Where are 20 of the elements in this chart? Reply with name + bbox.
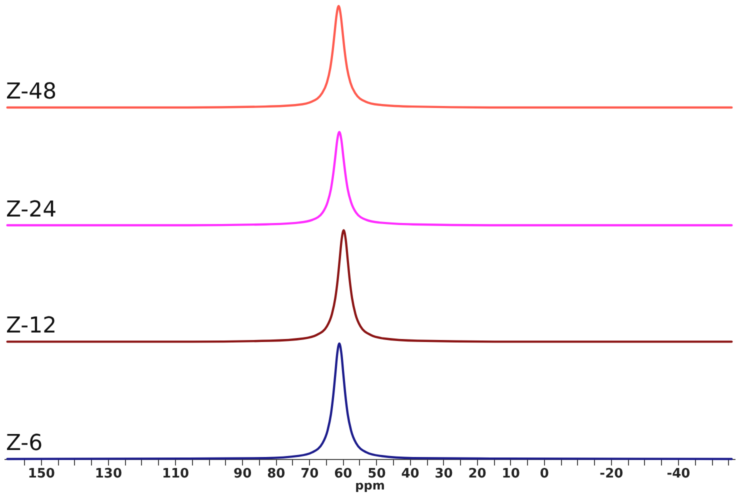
series-label: Z-12 [6, 314, 57, 339]
x-tick-label: 80 [267, 466, 286, 482]
x-tick-label: 40 [401, 466, 420, 482]
x-tick-label: 70 [300, 466, 319, 482]
x-tick-label: 130 [94, 466, 122, 482]
x-tick-label: 50 [368, 466, 386, 482]
x-tick-label: 150 [28, 466, 55, 482]
series-label: Z-24 [6, 197, 57, 222]
x-tick-label: 10 [502, 466, 520, 482]
series-label: Z-48 [6, 79, 57, 104]
x-tick-label: 60 [334, 466, 352, 482]
x-tick-label: -40 [666, 466, 690, 482]
x-tick-label: 20 [468, 466, 486, 482]
series-label: Z-6 [6, 431, 43, 456]
x-tick-label: 90 [234, 466, 252, 482]
x-tick-label: 0 [540, 466, 549, 482]
x-tick-label: 30 [434, 466, 453, 482]
x-tick-label: 110 [162, 466, 190, 482]
x-axis-title: ppm [355, 478, 385, 492]
x-tick-label: -20 [600, 466, 624, 482]
